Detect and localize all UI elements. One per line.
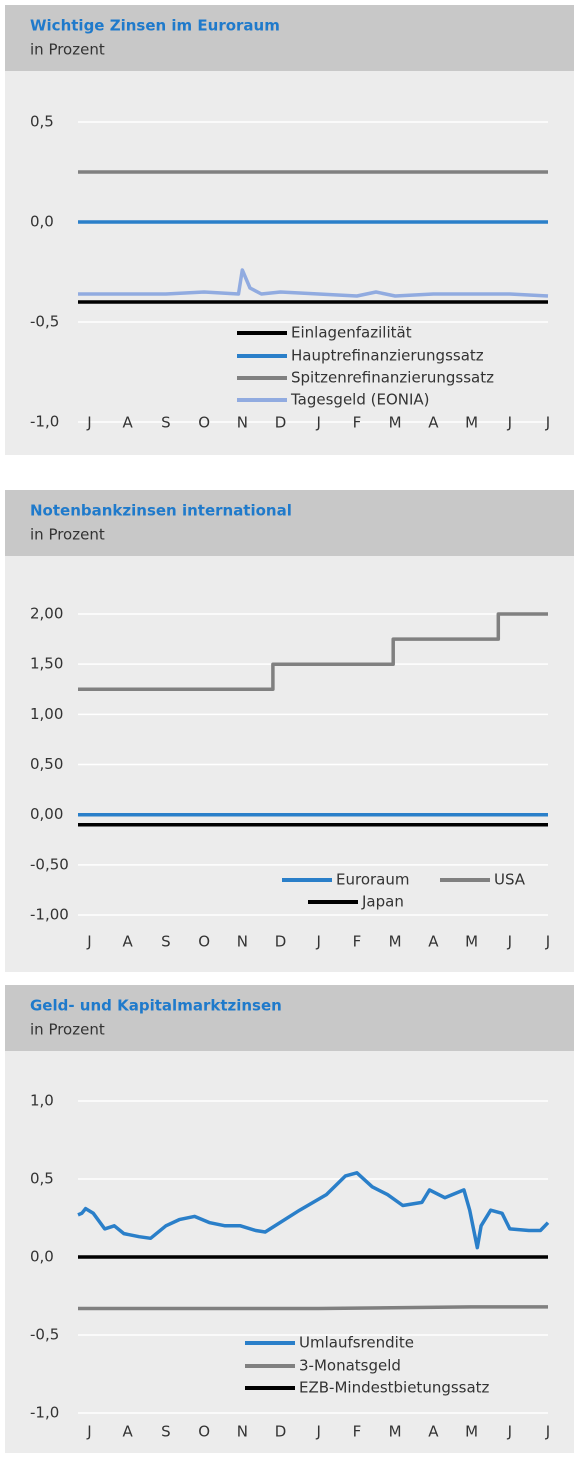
- x-tick-label: N: [237, 933, 248, 951]
- y-tick-label: 1,50: [30, 655, 63, 673]
- y-tick-label: -0,5: [30, 313, 59, 331]
- x-tick-label: A: [123, 414, 134, 432]
- x-tick-label: J: [545, 414, 550, 432]
- legend-label: Tagesgeld (EONIA): [290, 391, 430, 409]
- y-tick-label: 0,50: [30, 755, 63, 773]
- panel: [5, 985, 574, 1453]
- header: [5, 5, 574, 71]
- x-tick-label: F: [353, 1423, 362, 1441]
- legend-label: Spitzenrefinanzierungssatz: [291, 369, 494, 387]
- x-tick-label: J: [507, 1423, 512, 1441]
- chart-title: Wichtige Zinsen im Euroraum: [30, 17, 280, 35]
- x-tick-label: J: [316, 933, 321, 951]
- y-tick-label: 0,0: [30, 213, 54, 231]
- y-tick-label: -0,50: [30, 855, 69, 873]
- legend-label: EZB-Mindestbietungssatz: [299, 1379, 490, 1397]
- x-tick-label: J: [86, 1423, 91, 1441]
- x-tick-label: O: [198, 1423, 210, 1441]
- x-tick-label: A: [123, 933, 134, 951]
- y-tick-label: 0,0: [30, 1248, 54, 1266]
- panel: [5, 490, 574, 972]
- y-tick-label: -0,5: [30, 1326, 59, 1344]
- y-tick-label: -1,0: [30, 1404, 59, 1422]
- series-line: [78, 1305, 548, 1311]
- x-tick-label: M: [465, 933, 478, 951]
- x-tick-label: J: [507, 933, 512, 951]
- legend-label: Japan: [361, 893, 404, 911]
- header: [5, 490, 574, 556]
- x-tick-label: A: [428, 933, 439, 951]
- y-tick-label: 0,00: [30, 805, 63, 823]
- x-tick-label: A: [428, 1423, 439, 1441]
- y-tick-label: 2,00: [30, 605, 63, 623]
- x-tick-label: D: [275, 1423, 287, 1441]
- y-tick-label: 0,5: [30, 113, 54, 131]
- x-tick-label: J: [545, 1423, 550, 1441]
- x-tick-label: O: [198, 414, 210, 432]
- x-tick-label: J: [507, 414, 512, 432]
- header: [5, 985, 574, 1051]
- x-tick-label: A: [123, 1423, 134, 1441]
- chart-title: Geld- und Kapitalmarktzinsen: [30, 997, 282, 1015]
- y-tick-label: 0,5: [30, 1170, 54, 1188]
- x-tick-label: J: [86, 933, 91, 951]
- panel: [5, 5, 574, 455]
- x-tick-label: A: [428, 414, 439, 432]
- x-tick-label: D: [275, 414, 287, 432]
- x-tick-label: M: [389, 933, 402, 951]
- legend-label: Hauptrefinanzierungssatz: [291, 347, 484, 365]
- series-line: [78, 268, 549, 298]
- x-tick-label: D: [275, 933, 287, 951]
- chart-subtitle: in Prozent: [30, 526, 105, 544]
- y-tick-label: -1,00: [30, 906, 69, 924]
- chart-subtitle: in Prozent: [30, 41, 105, 59]
- series-line: [77, 1171, 550, 1250]
- x-tick-label: N: [237, 1423, 248, 1441]
- x-tick-label: M: [465, 414, 478, 432]
- y-tick-label: -1,0: [30, 413, 59, 431]
- y-tick-label: 1,00: [30, 705, 63, 723]
- legend-label: Euroraum: [336, 871, 409, 889]
- x-tick-label: J: [545, 933, 550, 951]
- x-tick-label: N: [237, 414, 248, 432]
- x-tick-label: J: [316, 1423, 321, 1441]
- chart-title: Notenbankzinsen international: [30, 502, 292, 520]
- x-tick-label: F: [353, 414, 362, 432]
- x-tick-label: M: [389, 1423, 402, 1441]
- y-tick-label: 1,0: [30, 1092, 54, 1110]
- x-tick-label: S: [161, 414, 171, 432]
- legend-label: Einlagenfazilität: [291, 324, 412, 342]
- x-tick-label: M: [389, 414, 402, 432]
- chart-subtitle: in Prozent: [30, 1021, 105, 1039]
- x-tick-label: S: [161, 1423, 171, 1441]
- legend-label: 3-Monatsgeld: [299, 1357, 401, 1375]
- legend-label: Umlaufsrendite: [299, 1334, 414, 1352]
- x-tick-label: F: [353, 933, 362, 951]
- series-line: [78, 612, 548, 692]
- x-tick-label: S: [161, 933, 171, 951]
- x-tick-label: J: [86, 414, 91, 432]
- legend-label: USA: [494, 871, 526, 889]
- x-tick-label: J: [316, 414, 321, 432]
- x-tick-label: M: [465, 1423, 478, 1441]
- x-tick-label: O: [198, 933, 210, 951]
